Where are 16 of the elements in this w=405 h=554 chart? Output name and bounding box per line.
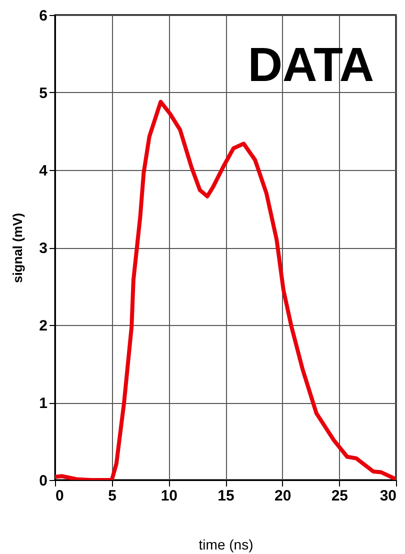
x-tick-label: 25 <box>331 488 348 504</box>
y-tick-label: 6 <box>39 8 48 24</box>
y-tick-label: 1 <box>39 395 48 412</box>
y-axis-title: signal (mV) <box>10 212 26 284</box>
x-tick-label: 15 <box>218 488 234 504</box>
y-tick-label: 3 <box>39 240 48 257</box>
x-tick-label: 10 <box>160 488 178 504</box>
y-tick-label: 0 <box>39 472 48 490</box>
x-tick-label: 30 <box>380 488 396 504</box>
y-tick-label: 4 <box>39 162 48 180</box>
x-axis-title: time (ns) <box>198 536 254 552</box>
y-tick-label: 5 <box>39 85 48 102</box>
x-tick-label: 0 <box>56 488 64 504</box>
x-tick-label: 20 <box>274 488 292 504</box>
y-tick-label: 2 <box>39 318 48 334</box>
x-tick-label: 5 <box>108 488 117 504</box>
